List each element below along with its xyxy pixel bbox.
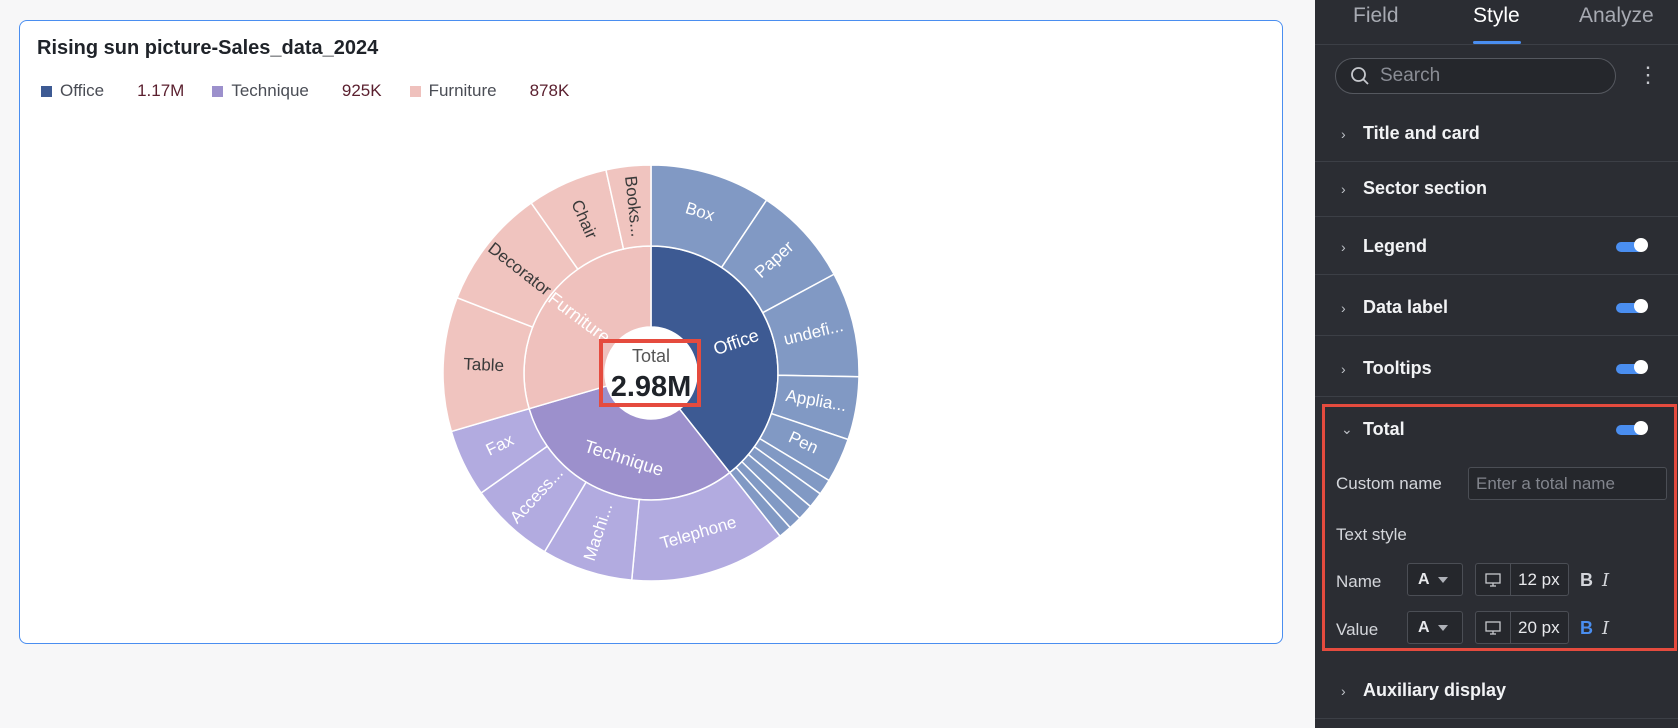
chart-title: Rising sun picture-Sales_data_2024 [37,37,379,59]
value-style-label: Value [1336,620,1379,639]
tab-style[interactable]: Style [1473,4,1520,27]
caret-down-icon [1437,624,1448,631]
active-tab-indicator [1473,41,1521,44]
section-label: Sector section [1363,178,1488,198]
total-name: Total [632,346,670,366]
chevron-right-icon: › [1341,180,1346,197]
panel-tabs: Field Style Analyze [1315,0,1678,45]
data-label-toggle[interactable] [1616,298,1648,313]
section-total[interactable]: ⌄ Total [1315,402,1678,457]
font-color-icon: A [1418,570,1430,588]
monitor-icon [1476,612,1511,643]
chevron-right-icon: › [1341,682,1346,699]
legend-item-office[interactable]: Office 1.17M [41,81,184,101]
value-italic-button[interactable]: I [1602,618,1610,639]
value-bold-button[interactable]: B [1580,618,1593,638]
custom-name-label: Custom name [1336,474,1442,493]
more-options-icon[interactable]: ⋮ [1637,62,1659,87]
font-size-value: 20 px [1518,617,1560,637]
search-icon [1351,67,1369,85]
value-font-size-input[interactable]: 20 px [1475,611,1569,644]
section-label: Data label [1363,297,1449,317]
sunburst-center [605,327,697,419]
legend-swatch-technique [212,85,224,97]
settings-panel: Field Style Analyze ⋮ › Title and card › S… [1315,0,1678,728]
sunburst-chart: OfficeTechniqueFurnitureBoxPaperundefi..… [442,164,860,582]
monitor-icon [1476,564,1511,595]
total-value: 2.98M [611,371,692,403]
section-legend[interactable]: › Legend [1315,219,1678,275]
name-italic-button[interactable]: I [1602,570,1610,591]
section-title-and-card[interactable]: › Title and card [1315,106,1678,162]
legend-label: Technique [231,81,309,100]
tab-analyze[interactable]: Analyze [1579,4,1654,27]
legend-value: 1.17M [137,81,185,100]
tooltips-toggle[interactable] [1616,359,1648,374]
text-style-label: Text style [1336,525,1407,544]
legend-value: 878K [529,81,570,100]
chevron-right-icon: › [1341,238,1346,255]
custom-name-input[interactable] [1468,467,1667,500]
name-font-size-input[interactable]: 12 px [1475,563,1569,596]
legend-item-furniture[interactable]: Furniture 878K [409,81,570,101]
section-data-label[interactable]: › Data label [1315,280,1678,336]
sub-sector-furniture-3[interactable] [605,164,652,250]
chart-legend: Office 1.17M Technique 925K Furniture 87… [41,81,597,101]
search-input[interactable] [1378,64,1598,88]
section-sector-section[interactable]: › Sector section [1315,161,1678,217]
total-settings-highlight: Custom name Text style Name A 12 px B I … [1322,404,1677,651]
name-font-color-select[interactable]: A [1407,563,1463,596]
font-color-icon: A [1418,618,1430,636]
chevron-right-icon: › [1341,360,1346,377]
font-size-value: 12 px [1518,569,1560,589]
tab-field[interactable]: Field [1353,4,1399,27]
legend-swatch-office [41,85,52,97]
name-bold-button[interactable]: B [1580,570,1593,590]
value-font-color-select[interactable]: A [1407,611,1463,644]
legend-swatch-furniture [409,85,421,97]
section-label: Legend [1363,236,1428,256]
chevron-right-icon: › [1341,299,1346,316]
legend-item-technique[interactable]: Technique 925K [212,81,382,101]
chevron-right-icon: › [1341,125,1346,142]
legend-label: Office [60,81,105,100]
section-auxiliary-display[interactable]: › Auxiliary display [1315,663,1678,719]
total-toggle[interactable] [1616,420,1648,435]
search-box[interactable] [1335,58,1616,94]
sub-sector-label: Table [463,354,504,375]
legend-toggle[interactable] [1616,237,1648,252]
name-style-label: Name [1336,572,1382,591]
total-highlight-box [599,339,701,407]
chevron-down-icon: ⌄ [1341,421,1353,437]
caret-down-icon [1437,576,1448,583]
legend-label: Furniture [428,81,497,100]
section-label: Auxiliary display [1363,680,1507,700]
section-label: Tooltips [1363,358,1432,378]
section-tooltips[interactable]: › Tooltips [1315,341,1678,397]
section-label: Title and card [1363,123,1480,143]
section-label: Total [1363,419,1405,439]
legend-value: 925K [341,81,382,100]
